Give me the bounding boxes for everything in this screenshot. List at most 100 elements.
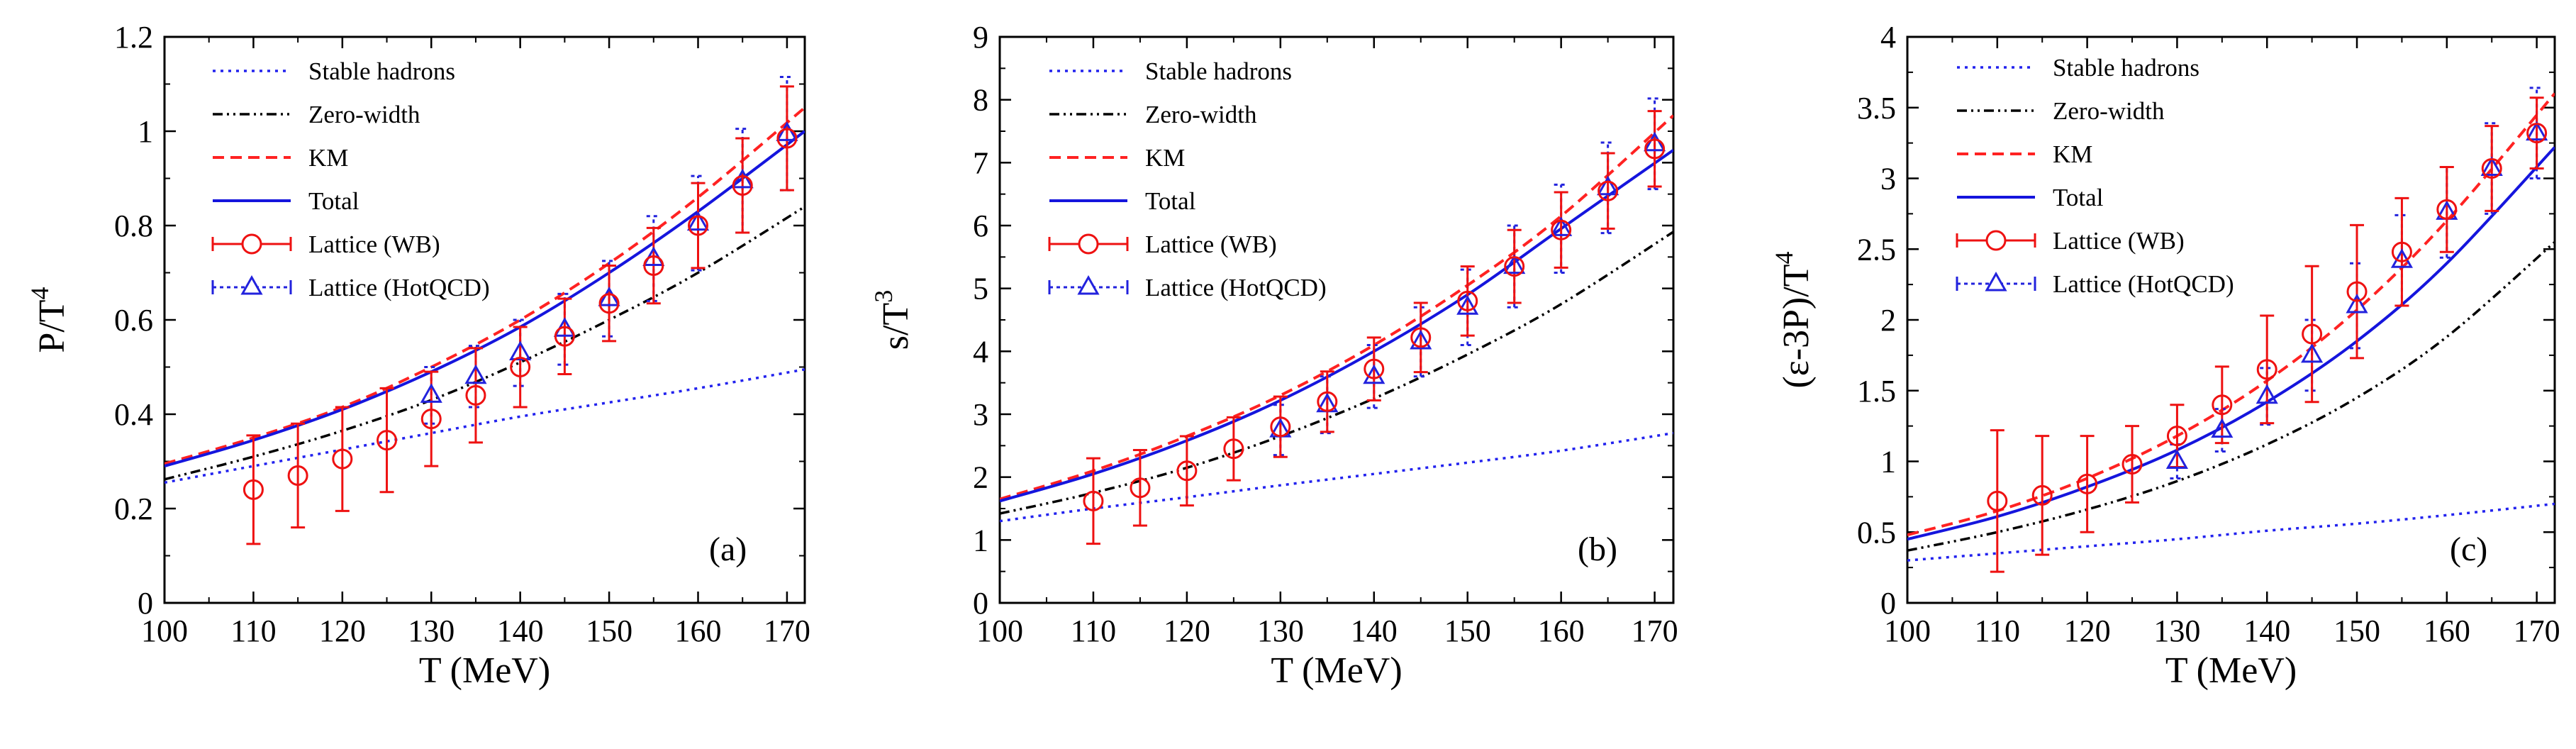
y-tick-label: 0.4 xyxy=(114,397,153,432)
chart-panel-2: 100 110 120 130 140 150 160 170 0 1 2 3 4 5 6 7 8 9 T (MeV… xyxy=(869,20,1678,691)
x-axis-label: T (MeV) xyxy=(419,650,550,691)
y-tick-label: 1 xyxy=(1880,445,1896,479)
curve-km xyxy=(1907,92,2555,537)
hotqcd-point xyxy=(1363,364,1385,384)
wb-point xyxy=(510,357,531,377)
wb-point xyxy=(1270,416,1291,438)
curve-zero xyxy=(1000,231,1673,515)
wb-point xyxy=(2436,199,2458,220)
hotqcd-point xyxy=(2256,384,2278,404)
hotqcd-point xyxy=(1550,216,1573,236)
wb-point xyxy=(377,430,398,451)
wb-point xyxy=(1083,490,1104,511)
curve-stable xyxy=(165,368,805,484)
hotqcd-point xyxy=(509,340,532,361)
wb-point xyxy=(465,384,486,406)
panel-label: (c) xyxy=(2450,531,2487,568)
panel-label: (a) xyxy=(709,531,747,568)
wb-point xyxy=(1551,219,1572,240)
legend-entry-label: KM xyxy=(2053,140,2092,168)
wb-point xyxy=(420,409,442,430)
hotqcd-point xyxy=(731,168,754,189)
legend-entry-label: Lattice (WB) xyxy=(1145,231,1277,258)
hotqcd-point xyxy=(1456,295,1479,315)
y-axis-label: s/T3 xyxy=(869,290,916,350)
curve-km xyxy=(1000,114,1673,501)
y-tick-label: 1.5 xyxy=(1857,374,1896,409)
hotqcd-point xyxy=(686,211,710,231)
legend-marker-hotqcd xyxy=(240,274,263,295)
x-tick-label: 160 xyxy=(1538,614,1585,648)
wb-point xyxy=(598,293,620,314)
wb-point xyxy=(2526,123,2548,144)
legend-entry-label: Zero-width xyxy=(1145,101,1257,128)
hotqcd-point xyxy=(2165,449,2188,469)
y-tick-label: 1.2 xyxy=(114,20,153,55)
y-tick-label: 3.5 xyxy=(1857,91,1896,126)
wb-point xyxy=(1317,391,1338,412)
y-axis-label: (ε-3P)/T4 xyxy=(1770,252,1817,389)
curve-stable xyxy=(1000,431,1673,523)
wb-point xyxy=(2391,241,2412,262)
y-tick-label: 3 xyxy=(1880,162,1896,196)
x-tick-label: 110 xyxy=(230,614,276,648)
legend-marker-wb xyxy=(1985,230,2007,251)
x-tick-label: 120 xyxy=(319,614,366,648)
legend-entry-label: Lattice (HotQCD) xyxy=(2053,270,2234,298)
legend: Stable hadrons Zero-width KM Total Lattice (… xyxy=(211,57,490,301)
legend-marker-wb xyxy=(1078,233,1099,255)
panel-label: (b) xyxy=(1578,531,1617,568)
plot-frame xyxy=(998,35,1675,604)
legend-entry-label: Lattice (WB) xyxy=(2053,227,2185,255)
legend-entry-label: Lattice (HotQCD) xyxy=(308,274,490,301)
curve-zero xyxy=(165,205,805,481)
curve-km xyxy=(165,106,805,465)
x-tick-label: 170 xyxy=(764,614,810,648)
x-tick-label: 150 xyxy=(586,614,632,648)
wb-point xyxy=(2077,473,2098,494)
legend-entry-label: Stable hadrons xyxy=(2053,54,2199,82)
hotqcd-point xyxy=(2526,121,2548,141)
x-axis-label: T (MeV) xyxy=(1271,650,1402,691)
wb-point xyxy=(2212,394,2233,416)
legend-entry-label: KM xyxy=(1145,144,1185,172)
y-tick-label: 0.6 xyxy=(114,303,153,338)
wb-point xyxy=(2031,484,2053,506)
x-tick-label: 120 xyxy=(1164,614,1210,648)
x-tick-label: 130 xyxy=(408,614,455,648)
y-tick-label: 3 xyxy=(973,397,988,432)
wb-point xyxy=(1410,327,1432,348)
wb-point xyxy=(732,174,753,196)
wb-point xyxy=(287,465,308,486)
wb-point xyxy=(1987,490,2008,511)
chart-panel-3: 100 110 120 130 140 150 160 170 0 0.5 1 1.5 2 2.5 3 3.5… xyxy=(1770,20,2560,691)
legend-marker-wb xyxy=(241,233,262,255)
wb-point xyxy=(1457,290,1478,311)
wb-point xyxy=(2346,281,2368,302)
wb-point xyxy=(776,128,798,149)
wb-point xyxy=(554,326,575,347)
y-tick-label: 4 xyxy=(1880,20,1896,55)
wb-point xyxy=(1176,460,1198,482)
legend-entry-label: Zero-width xyxy=(2053,97,2165,125)
wb-point xyxy=(688,215,708,236)
wb-point xyxy=(242,479,264,500)
curve-stable xyxy=(1907,502,2555,562)
curve-total xyxy=(1000,148,1673,503)
curve-total xyxy=(1907,146,2555,541)
y-tick-label: 1 xyxy=(973,523,988,557)
x-tick-label: 140 xyxy=(1351,614,1398,648)
x-tick-label: 170 xyxy=(2514,614,2560,648)
legend: Stable hadrons Zero-width KM Total Lattice (… xyxy=(1048,57,1327,301)
wb-point xyxy=(1644,138,1666,160)
plot-frame xyxy=(163,35,806,604)
x-tick-label: 140 xyxy=(497,614,544,648)
wb-point xyxy=(1223,438,1244,460)
x-tick-label: 100 xyxy=(141,614,188,648)
hotqcd-point xyxy=(464,364,487,384)
hotqcd-point xyxy=(598,287,620,306)
wb-point xyxy=(2481,158,2502,179)
wb-point xyxy=(1504,256,1525,277)
wb-point xyxy=(2302,323,2323,345)
